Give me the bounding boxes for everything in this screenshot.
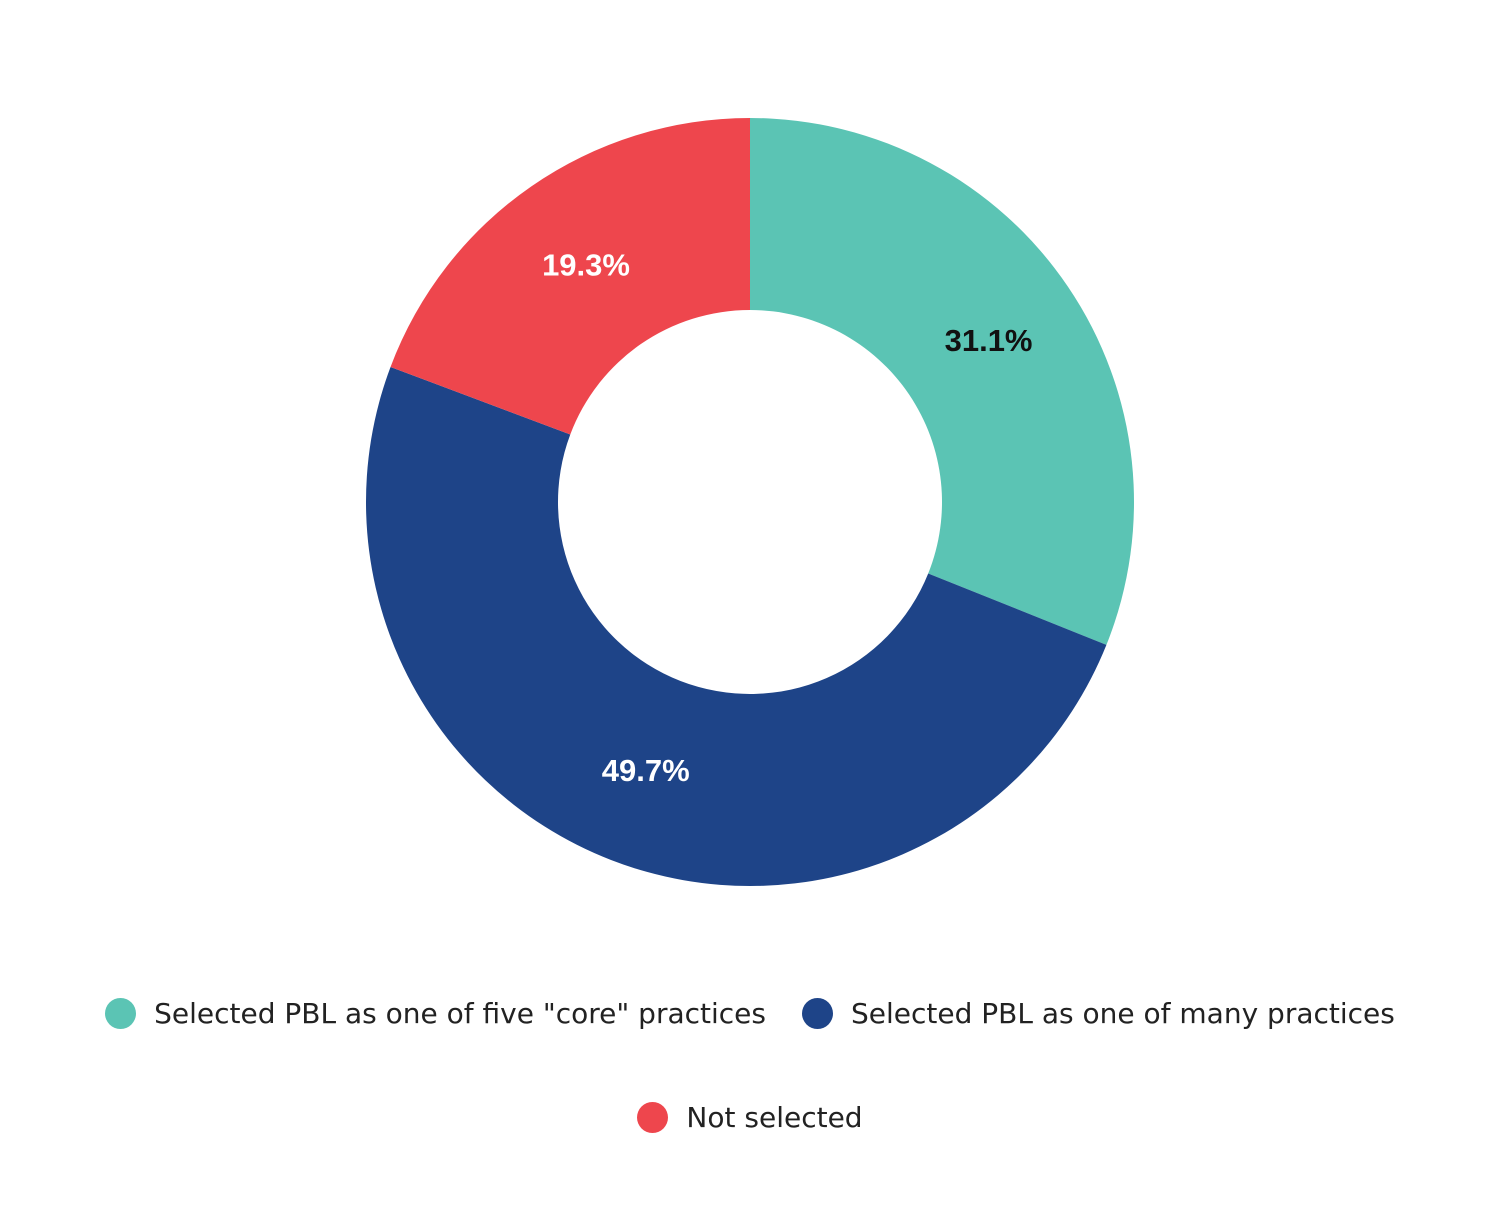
donut-chart-svg: 31.1% 49.7% 19.3% bbox=[365, 118, 1134, 887]
donut-slices bbox=[365, 118, 1134, 887]
legend-item-core-practices[interactable]: Selected PBL as one of five "core" pract… bbox=[105, 995, 766, 1031]
legend-item-not-selected[interactable]: Not selected bbox=[637, 1099, 863, 1135]
legend-swatch-many-practices bbox=[801, 997, 833, 1029]
slice-label-core-practices: 31.1% bbox=[945, 323, 1033, 358]
slice-label-many-practices: 49.7% bbox=[602, 753, 690, 788]
donut-chart: 31.1% 49.7% 19.3% bbox=[365, 118, 1134, 887]
slice-labels: 31.1% 49.7% 19.3% bbox=[542, 248, 1032, 788]
chart-legend: Selected PBL as one of five "core" pract… bbox=[0, 995, 1500, 1135]
legend-swatch-not-selected bbox=[637, 1101, 669, 1133]
donut-slice-many-practices[interactable] bbox=[365, 366, 1107, 887]
donut-slice-core-practices[interactable] bbox=[750, 118, 1134, 645]
slice-label-not-selected: 19.3% bbox=[542, 248, 630, 283]
donut-slice-not-selected[interactable] bbox=[390, 118, 750, 435]
legend-label-not-selected: Not selected bbox=[686, 1100, 863, 1134]
legend-label-many-practices: Selected PBL as one of many practices bbox=[850, 996, 1395, 1030]
legend-label-core-practices: Selected PBL as one of five "core" pract… bbox=[154, 996, 766, 1030]
legend-swatch-core-practices bbox=[105, 997, 137, 1029]
legend-item-many-practices[interactable]: Selected PBL as one of many practices bbox=[801, 995, 1395, 1031]
